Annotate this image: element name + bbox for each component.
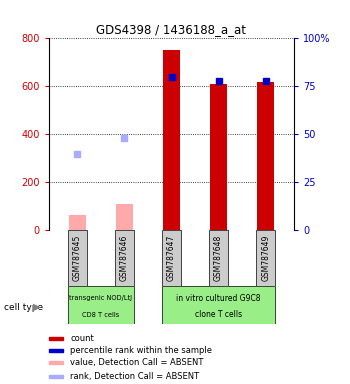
Text: count: count (70, 334, 94, 343)
Text: GSM787649: GSM787649 (261, 235, 270, 281)
Text: GSM787645: GSM787645 (73, 235, 82, 281)
Text: GSM787647: GSM787647 (167, 235, 176, 281)
Text: percentile rank within the sample: percentile rank within the sample (70, 346, 212, 355)
Text: cell type: cell type (4, 303, 43, 312)
FancyBboxPatch shape (162, 230, 181, 286)
Bar (49, 375, 63, 378)
FancyBboxPatch shape (68, 286, 134, 324)
Text: rank, Detection Call = ABSENT: rank, Detection Call = ABSENT (70, 372, 199, 381)
Text: GSM787648: GSM787648 (214, 235, 223, 281)
Text: value, Detection Call = ABSENT: value, Detection Call = ABSENT (70, 358, 203, 367)
FancyBboxPatch shape (256, 230, 275, 286)
FancyBboxPatch shape (162, 286, 275, 324)
Bar (49, 361, 63, 364)
FancyBboxPatch shape (115, 230, 134, 286)
Text: ▶: ▶ (33, 302, 40, 312)
Bar (49, 349, 63, 352)
Text: clone T cells: clone T cells (195, 310, 242, 319)
Text: GSM787646: GSM787646 (120, 235, 129, 281)
Text: transgenic NOD/LtJ: transgenic NOD/LtJ (69, 295, 132, 301)
Bar (210, 84, 227, 230)
Bar (116, 204, 133, 230)
FancyBboxPatch shape (209, 230, 228, 286)
Bar (163, 50, 180, 230)
Title: GDS4398 / 1436188_a_at: GDS4398 / 1436188_a_at (97, 23, 246, 36)
Text: CD8 T cells: CD8 T cells (82, 312, 119, 318)
Bar (258, 82, 274, 230)
FancyBboxPatch shape (68, 230, 87, 286)
Text: in vitro cultured G9C8: in vitro cultured G9C8 (176, 294, 261, 303)
Bar (49, 337, 63, 340)
Bar (69, 215, 85, 230)
